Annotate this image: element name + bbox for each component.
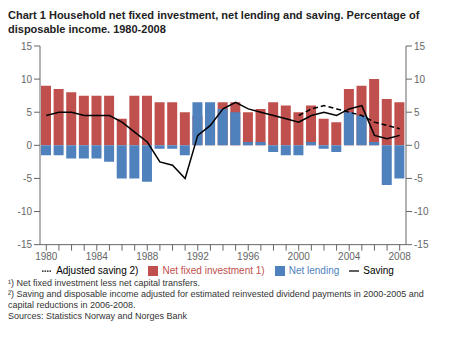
svg-text:2004: 2004 xyxy=(338,251,361,262)
svg-text:-5: -5 xyxy=(23,173,32,184)
html-text:Saving: Saving xyxy=(363,264,394,276)
svg-text:15: 15 xyxy=(21,41,33,52)
svg-text:0: 0 xyxy=(414,140,420,151)
svg-text:-15: -15 xyxy=(18,239,33,250)
svg-text:1984: 1984 xyxy=(86,251,109,262)
html-text:Net fixed investment 1): Net fixed investment 1) xyxy=(162,264,265,276)
svg-text:10: 10 xyxy=(21,74,33,85)
svg-text:1980: 1980 xyxy=(35,251,58,262)
svg-text:-10: -10 xyxy=(414,206,429,217)
svg-text:2000: 2000 xyxy=(288,251,311,262)
svg-text:15: 15 xyxy=(414,41,426,52)
html-text:Chart 1 Household net fixed in: Chart 1 Household net fixed investment, … xyxy=(8,9,420,35)
svg-text:-15: -15 xyxy=(414,239,429,250)
svg-text:2008: 2008 xyxy=(389,251,412,262)
html-text:²) Saving and disposable incom: ²) Saving and disposable income adjusted… xyxy=(8,289,424,310)
svg-text:5: 5 xyxy=(414,107,420,118)
svg-text:10: 10 xyxy=(414,74,426,85)
svg-text:-10: -10 xyxy=(18,206,33,217)
html-text:Adjusted saving 2): Adjusted saving 2) xyxy=(56,264,139,276)
html-text:Sources: Statistics Norway and: Sources: Statistics Norway and Norges Ba… xyxy=(8,311,188,321)
html-text:¹) Net fixed investment less n: ¹) Net fixed investment less net capital… xyxy=(8,278,201,288)
svg-text:1996: 1996 xyxy=(237,251,260,262)
svg-text:1992: 1992 xyxy=(187,251,210,262)
svg-text:0: 0 xyxy=(26,140,32,151)
svg-text:5: 5 xyxy=(26,107,32,118)
svg-text:-5: -5 xyxy=(414,173,423,184)
svg-text:1988: 1988 xyxy=(136,251,159,262)
html-text:Net lending: Net lending xyxy=(288,264,340,276)
